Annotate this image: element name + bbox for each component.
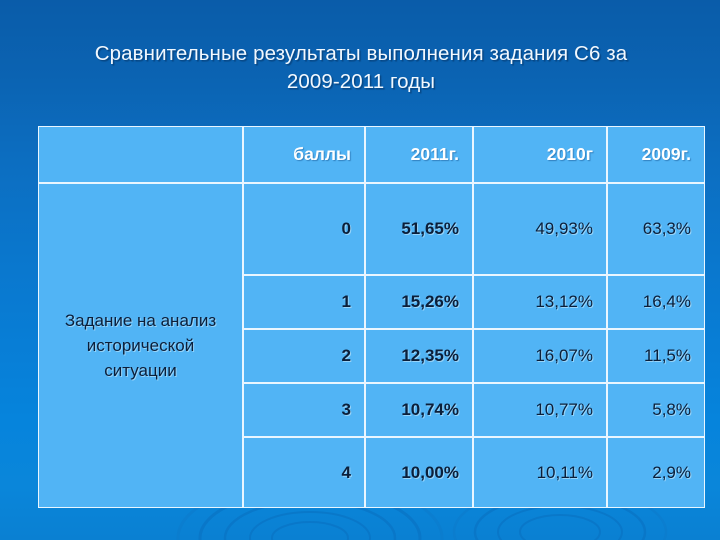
cell-2009: 63,3% xyxy=(607,183,705,275)
cell-2009: 11,5% xyxy=(607,329,705,383)
cell-2010: 10,11% xyxy=(473,437,607,508)
cell-2010: 49,93% xyxy=(473,183,607,275)
table-header-row: баллы 2011г. 2010г 2009г. xyxy=(38,126,705,183)
page-title-line2: 2009-2011 годы xyxy=(286,70,436,93)
cell-2011: 51,65% xyxy=(365,183,473,275)
results-table: баллы 2011г. 2010г 2009г. Задание на ана… xyxy=(38,126,705,508)
cell-2011: 10,00% xyxy=(365,437,473,508)
page-title-line1: Сравнительные результаты выполнения зада… xyxy=(94,42,628,65)
cell-score: 0 xyxy=(243,183,365,275)
cell-2011: 15,26% xyxy=(365,275,473,329)
cell-2011: 12,35% xyxy=(365,329,473,383)
cell-2009: 5,8% xyxy=(607,383,705,437)
cell-2009: 16,4% xyxy=(607,275,705,329)
cell-2010: 13,12% xyxy=(473,275,607,329)
cell-score: 1 xyxy=(243,275,365,329)
row-group-label: Задание на анализ исторической ситуации xyxy=(38,183,243,508)
table-row: 2 12,35% 16,07% 11,5% xyxy=(38,329,705,383)
page-title: Сравнительные результаты выполнения зада… xyxy=(38,40,684,96)
cell-2011: 10,74% xyxy=(365,383,473,437)
header-blank xyxy=(38,126,243,183)
table-row: 4 10,00% 10,11% 2,9% xyxy=(38,437,705,508)
cell-score: 4 xyxy=(243,437,365,508)
header-2011: 2011г. xyxy=(365,126,473,183)
results-table-container: баллы 2011г. 2010г 2009г. Задание на ана… xyxy=(38,126,705,508)
header-2010: 2010г xyxy=(473,126,607,183)
cell-2009: 2,9% xyxy=(607,437,705,508)
cell-score: 3 xyxy=(243,383,365,437)
table-row: Задание на анализ исторической ситуации … xyxy=(38,183,705,508)
cell-2010: 16,07% xyxy=(473,329,607,383)
table-row: 1 15,26% 13,12% 16,4% xyxy=(38,275,705,329)
table-row: 3 10,74% 10,77% 5,8% xyxy=(38,383,705,437)
cell-score: 2 xyxy=(243,329,365,383)
cell-2010: 10,77% xyxy=(473,383,607,437)
header-2009: 2009г. xyxy=(607,126,705,183)
header-score: баллы xyxy=(243,126,365,183)
